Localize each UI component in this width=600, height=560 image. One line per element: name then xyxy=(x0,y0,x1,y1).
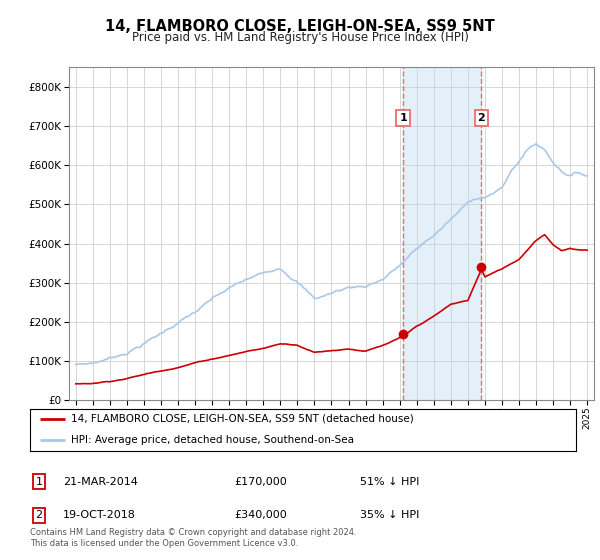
Text: Contains HM Land Registry data © Crown copyright and database right 2024.
This d: Contains HM Land Registry data © Crown c… xyxy=(30,528,356,548)
Text: £170,000: £170,000 xyxy=(234,477,287,487)
Text: 2: 2 xyxy=(478,113,485,123)
Text: 51% ↓ HPI: 51% ↓ HPI xyxy=(360,477,419,487)
Text: 2: 2 xyxy=(35,510,43,520)
Text: 1: 1 xyxy=(400,113,407,123)
Text: 35% ↓ HPI: 35% ↓ HPI xyxy=(360,510,419,520)
Bar xyxy=(403,67,481,400)
Text: £340,000: £340,000 xyxy=(234,510,287,520)
Text: Price paid vs. HM Land Registry's House Price Index (HPI): Price paid vs. HM Land Registry's House … xyxy=(131,31,469,44)
Text: 21-MAR-2014: 21-MAR-2014 xyxy=(63,477,138,487)
Text: 14, FLAMBORO CLOSE, LEIGH-ON-SEA, SS9 5NT: 14, FLAMBORO CLOSE, LEIGH-ON-SEA, SS9 5N… xyxy=(105,19,495,34)
Text: 14, FLAMBORO CLOSE, LEIGH-ON-SEA, SS9 5NT (detached house): 14, FLAMBORO CLOSE, LEIGH-ON-SEA, SS9 5N… xyxy=(71,414,414,424)
Text: HPI: Average price, detached house, Southend-on-Sea: HPI: Average price, detached house, Sout… xyxy=(71,435,354,445)
Text: 1: 1 xyxy=(35,477,43,487)
Text: 19-OCT-2018: 19-OCT-2018 xyxy=(63,510,136,520)
